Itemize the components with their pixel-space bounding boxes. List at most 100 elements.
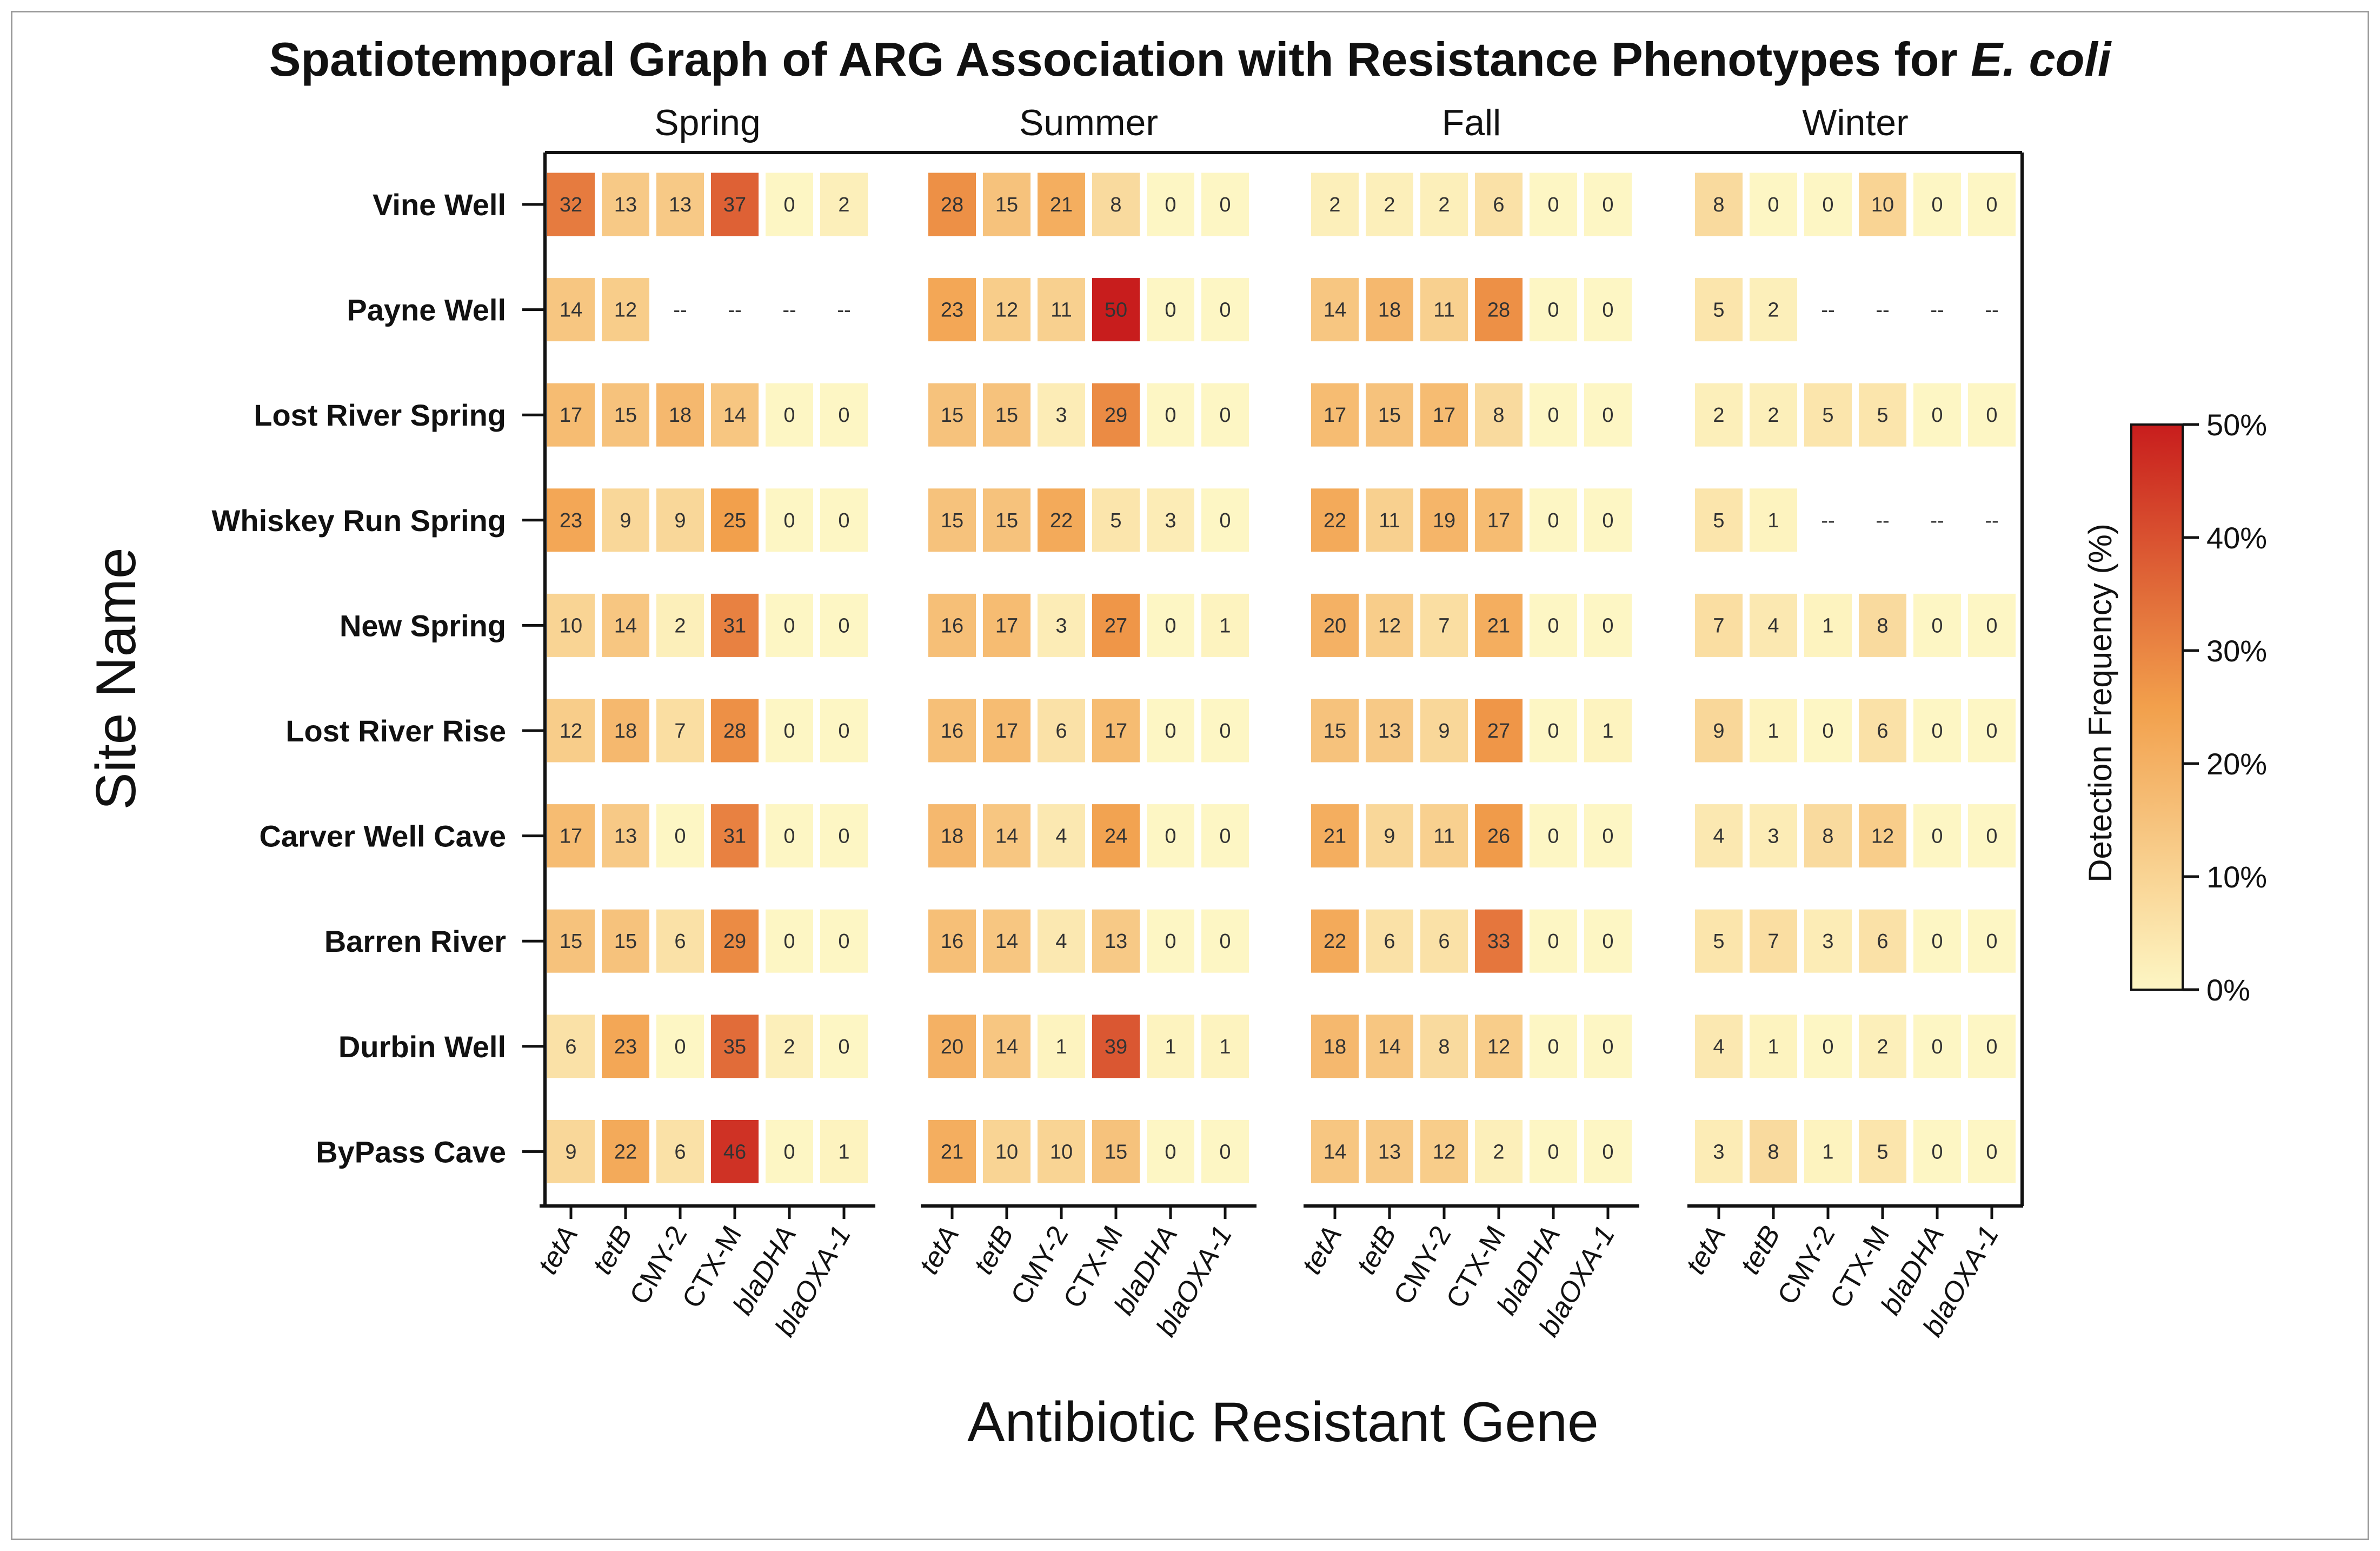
heatmap-cell-label: 7 — [1438, 614, 1450, 637]
heatmap-cell-label: 6 — [674, 930, 686, 953]
heatmap-cell-label: 22 — [614, 1141, 637, 1163]
heatmap-cell — [1311, 488, 1359, 552]
site-label-carver-well-cave: Carver Well Cave — [259, 819, 506, 853]
heatmap-cell-label: 0 — [1986, 930, 1997, 953]
heatmap-cell-label: 1 — [1219, 1036, 1231, 1058]
heatmap-cell — [1913, 383, 1961, 447]
heatmap-cell-label: 8 — [1767, 1141, 1779, 1163]
heatmap-cell — [1913, 593, 1961, 657]
heatmap-cell-label: 0 — [1165, 720, 1176, 743]
heatmap-cell-label: 0 — [1547, 509, 1559, 532]
heatmap-cell-label: 5 — [1822, 404, 1833, 427]
colorbar-tick-label: 0% — [2206, 973, 2250, 1007]
season-label-summer: Summer — [1019, 102, 1158, 143]
heatmap-cell — [1968, 173, 2016, 236]
season-label-spring: Spring — [654, 102, 761, 143]
heatmap-cell-label: 0 — [1931, 404, 1943, 427]
heatmap-cell-label: 9 — [565, 1141, 576, 1163]
heatmap-cell-label: 3 — [1055, 614, 1067, 637]
heatmap-cell-label: 14 — [1378, 1036, 1401, 1058]
heatmap-cell-label: 32 — [560, 194, 582, 216]
heatmap-cell — [711, 383, 759, 447]
heatmap-cell — [1804, 1015, 1852, 1078]
heatmap-cell — [1201, 488, 1249, 552]
heatmap-cell-label: 0 — [838, 404, 849, 427]
heatmap-cell — [1311, 383, 1359, 447]
heatmap-cell — [1092, 173, 1140, 236]
heatmap-cell — [1859, 909, 1906, 973]
heatmap-cell — [711, 593, 759, 657]
heatmap-cell — [711, 173, 759, 236]
heatmap-cell-label: 12 — [614, 299, 637, 322]
gene-label-tetb: tetB — [1734, 1221, 1786, 1280]
heatmap-cell — [656, 909, 704, 973]
heatmap-cell-label: 13 — [1105, 930, 1127, 953]
heatmap-cell-label: 10 — [560, 614, 582, 637]
gene-label-teta: tetA — [532, 1221, 584, 1280]
heatmap-cell-label: 0 — [1547, 194, 1559, 216]
heatmap-cell — [1913, 699, 1961, 763]
heatmap-cell — [1038, 1119, 1085, 1183]
heatmap-cell — [1038, 383, 1085, 447]
heatmap-cell-label: 17 — [1487, 509, 1510, 532]
heatmap-cell-label: 14 — [995, 825, 1018, 848]
heatmap-cell — [1147, 173, 1194, 236]
heatmap-cell-label: 11 — [1379, 509, 1400, 532]
heatmap-cell — [602, 593, 649, 657]
heatmap-cell-label: 27 — [1105, 614, 1127, 637]
heatmap-cell — [1695, 1015, 1743, 1078]
heatmap-cell — [1968, 804, 2016, 868]
site-label-payne-well: Payne Well — [347, 293, 506, 327]
heatmap-cell — [766, 699, 813, 763]
heatmap-cell — [547, 593, 595, 657]
heatmap-cell — [1584, 804, 1632, 868]
heatmap-cell-label: 0 — [1219, 720, 1231, 743]
heatmap-cell — [1913, 1119, 1961, 1183]
heatmap-cell — [1420, 593, 1468, 657]
heatmap-missing-cell: -- — [1930, 299, 1944, 322]
heatmap-cell — [928, 909, 976, 973]
heatmap-cell-label: 27 — [1487, 720, 1510, 743]
heatmap-cell — [1913, 909, 1961, 973]
heatmap-cell-label: 29 — [1105, 404, 1127, 427]
heatmap-cell — [1584, 488, 1632, 552]
heatmap-cell-label: 0 — [1219, 930, 1231, 953]
heatmap-cell-label: 14 — [614, 614, 637, 637]
heatmap-cell — [1201, 804, 1249, 868]
heatmap-cell-label: 1 — [1822, 614, 1833, 637]
heatmap-cell — [1092, 488, 1140, 552]
site-label-lost-river-spring: Lost River Spring — [254, 398, 506, 432]
heatmap-cell — [1804, 699, 1852, 763]
heatmap-cell — [1038, 804, 1085, 868]
heatmap-missing-cell: -- — [1876, 509, 1889, 532]
heatmap-cell-label: 1 — [1767, 1036, 1779, 1058]
heatmap-cell-label: 5 — [1877, 404, 1888, 427]
heatmap-cell — [547, 278, 595, 342]
heatmap-cell — [983, 488, 1031, 552]
heatmap-cell — [928, 804, 976, 868]
heatmap-cell — [1366, 488, 1413, 552]
heatmap-cell-label: 9 — [1384, 825, 1395, 848]
heatmap-cell-label: 21 — [941, 1141, 963, 1163]
heatmap-cell — [1804, 593, 1852, 657]
heatmap-cell — [547, 173, 595, 236]
heatmap-cell-label: 11 — [1433, 825, 1454, 848]
heatmap-cell — [1147, 593, 1194, 657]
heatmap-cell-label: 6 — [674, 1141, 686, 1163]
heatmap-cell — [547, 1015, 595, 1078]
heatmap-cell — [711, 699, 759, 763]
heatmap-cell-label: 15 — [941, 509, 963, 532]
heatmap-cell-label: 0 — [1986, 1036, 1997, 1058]
heatmap-cell — [820, 383, 868, 447]
heatmap-cell-label: 0 — [1547, 720, 1559, 743]
heatmap-cell — [1859, 173, 1906, 236]
heatmap-cell-label: 6 — [1384, 930, 1395, 953]
heatmap-cell — [656, 1015, 704, 1078]
heatmap-cell-label: 26 — [1487, 825, 1510, 848]
heatmap-cell-label: 0 — [1602, 509, 1613, 532]
heatmap-missing-cell: -- — [1821, 299, 1834, 322]
heatmap-cell-label: 24 — [1105, 825, 1127, 848]
heatmap-cell — [1750, 278, 1797, 342]
heatmap-cell — [1695, 173, 1743, 236]
